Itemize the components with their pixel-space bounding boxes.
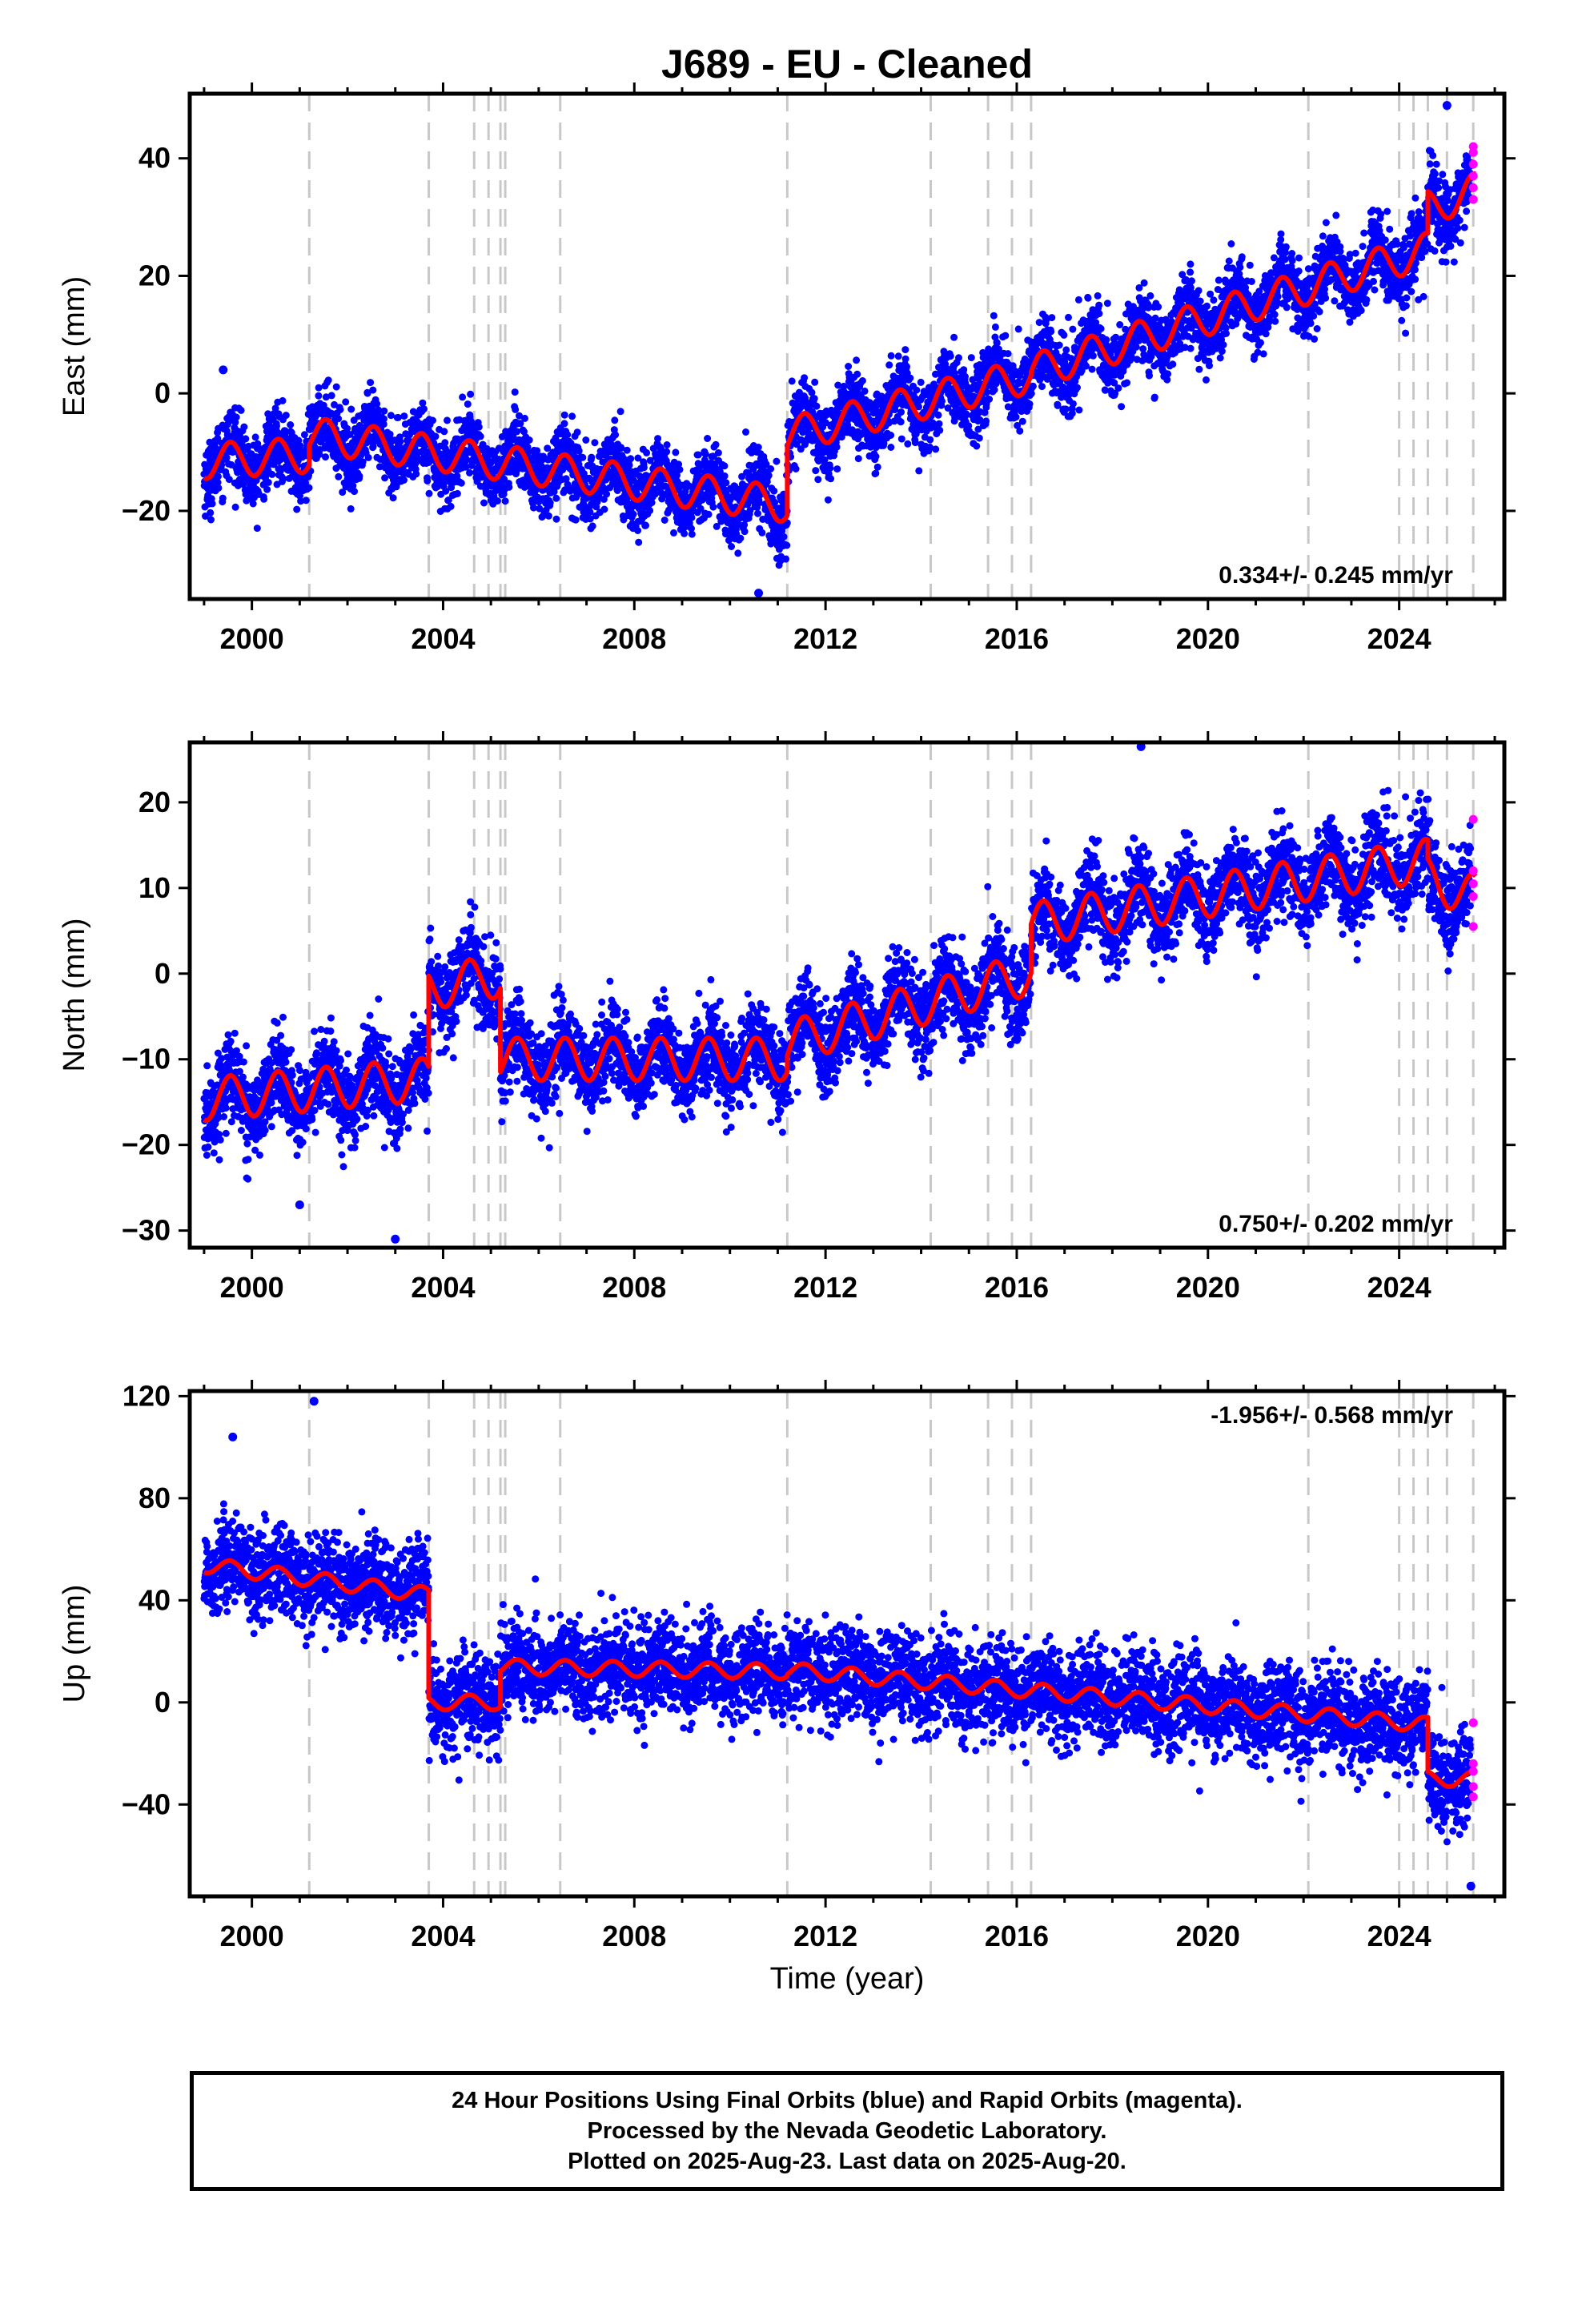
y-tick-label: 0	[155, 1686, 171, 1719]
outlier-point	[1466, 1881, 1476, 1891]
rapid-orbit-point	[1468, 195, 1478, 204]
x-tick-label: 2020	[1176, 1271, 1240, 1304]
y-tick-label: −40	[122, 1787, 171, 1820]
chart-title: J689 - EU - Cleaned	[661, 42, 1033, 86]
y-tick-label: −20	[122, 1128, 171, 1161]
x-axis-title: Time (year)	[770, 1962, 925, 1996]
rapid-orbit-point	[1468, 171, 1478, 181]
x-tick-label: 2020	[1176, 1920, 1240, 1952]
y-tick-label: −20	[122, 494, 171, 527]
outlier-point	[295, 1200, 304, 1210]
x-tick-label: 2004	[411, 1271, 475, 1304]
x-tick-label: 2004	[411, 622, 475, 655]
east-panel: 2000 2004 2008 2012 2016 2020 2024 −20 0 20 40 East…	[58, 82, 1516, 655]
rapid-orbit-point	[1468, 866, 1478, 875]
x-tick-label: 2008	[602, 1271, 666, 1304]
x-tick-label: 2024	[1367, 1271, 1431, 1304]
x-tick-label: 2000	[220, 1920, 284, 1952]
y-axis-title: Up (mm)	[58, 1585, 91, 1703]
caption-box: 24 Hour Positions Using Final Orbits (bl…	[190, 2071, 1504, 2191]
x-tick-label: 2016	[985, 1920, 1049, 1952]
plot-frame	[187, 740, 1507, 1250]
y-axis-title: East (mm)	[58, 276, 91, 416]
rate-label: 0.750+/- 0.202 mm/yr	[1219, 1211, 1453, 1237]
caption-line-2: Processed by the Nevada Geodetic Laborat…	[587, 2118, 1107, 2144]
rapid-orbit-point	[1468, 142, 1478, 151]
plot-area	[200, 742, 1478, 1248]
caption-line-1: 24 Hour Positions Using Final Orbits (bl…	[452, 2088, 1243, 2113]
y-tick-label: 10	[139, 871, 171, 904]
x-tick-label: 2020	[1176, 622, 1240, 655]
rapid-orbit-point	[1468, 892, 1478, 902]
y-tick-label: 120	[122, 1379, 171, 1412]
rapid-orbit-point	[1468, 1782, 1478, 1791]
rate-label: 0.334+/- 0.245 mm/yr	[1219, 562, 1453, 589]
caption-line-3: Plotted on 2025-Aug-23. Last data on 202…	[568, 2149, 1126, 2174]
outlier-point	[754, 589, 764, 598]
y-tick-label: 20	[139, 786, 171, 818]
y-tick-label: −30	[122, 1214, 171, 1247]
y-tick-label: 20	[139, 259, 171, 292]
y-tick-label: 80	[139, 1482, 171, 1514]
model-line	[203, 1558, 1477, 1789]
rapid-orbit-point	[1468, 1767, 1478, 1776]
y-tick-label: 0	[155, 957, 171, 990]
x-tick-label: 2024	[1367, 1920, 1431, 1952]
x-tick-label: 2008	[602, 1920, 666, 1952]
plot-area	[200, 94, 1478, 599]
x-tick-label: 2000	[220, 622, 284, 655]
plot-area	[200, 1391, 1478, 1896]
x-tick-label: 2016	[985, 622, 1049, 655]
outlier-point	[219, 365, 228, 375]
outlier-point	[391, 1234, 400, 1244]
up-panel: 2000 2004 2008 2012 2016 2020 2024 −40 0 40 80 120 U…	[58, 1379, 1516, 1952]
rapid-orbit-point	[1468, 922, 1478, 931]
y-tick-label: 40	[139, 142, 171, 175]
x-tick-label: 2012	[793, 1920, 857, 1952]
model-line	[203, 836, 1478, 1124]
rate-label: -1.956+/- 0.568 mm/yr	[1211, 1402, 1453, 1429]
y-tick-label: −10	[122, 1043, 171, 1076]
outlier-point	[309, 1397, 319, 1406]
plot-frame	[187, 1389, 1507, 1899]
rapid-orbit-point	[1468, 1792, 1478, 1802]
outlier-point	[1136, 742, 1146, 751]
rapid-orbit-point	[1468, 879, 1478, 888]
y-tick-label: 40	[139, 1583, 171, 1616]
x-tick-label: 2000	[220, 1271, 284, 1304]
rapid-orbit-point	[1468, 1759, 1478, 1768]
rapid-orbit-point	[1468, 159, 1478, 169]
rapid-orbit-point	[1468, 1718, 1478, 1727]
x-tick-label: 2012	[793, 1271, 857, 1304]
model-line	[203, 171, 1477, 525]
y-tick-label: 0	[155, 376, 171, 409]
rapid-orbit-point	[1468, 814, 1478, 824]
outlier-point	[228, 1432, 238, 1441]
x-tick-label: 2024	[1367, 622, 1431, 655]
north-panel: 2000 2004 2008 2012 2016 2020 2024 −30 −20 −10 0 10…	[58, 731, 1516, 1304]
x-tick-label: 2008	[602, 622, 666, 655]
outlier-point	[1442, 101, 1452, 111]
x-tick-label: 2016	[985, 1271, 1049, 1304]
rapid-orbit-point	[1468, 183, 1478, 192]
final-orbit-points	[200, 786, 1475, 1183]
x-tick-label: 2004	[411, 1920, 475, 1952]
final-orbit-points	[200, 147, 1475, 569]
final-orbit-points	[200, 1500, 1475, 1846]
y-axis-title: North (mm)	[58, 918, 91, 1072]
plot-frame	[187, 91, 1507, 601]
x-tick-label: 2012	[793, 622, 857, 655]
